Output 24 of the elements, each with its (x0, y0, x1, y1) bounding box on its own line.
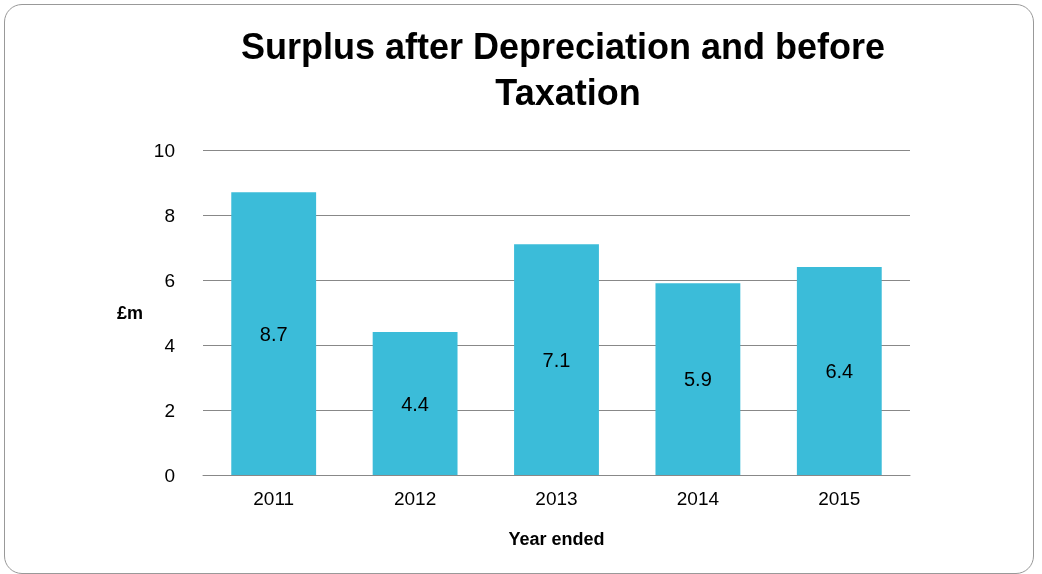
data-label: 5.9 (683, 368, 712, 391)
bar (372, 332, 458, 475)
y-tick-label: 10 (153, 139, 175, 161)
x-axis-title: Year ended (508, 529, 605, 549)
bar (231, 192, 317, 475)
data-label: 7.1 (542, 348, 571, 371)
bar (655, 283, 741, 475)
data-label: 6.4 (825, 360, 854, 382)
y-tick-label: 8 (164, 204, 175, 226)
x-tick-label: 2012 (393, 488, 437, 509)
x-tick-label: 2013 (535, 488, 578, 509)
bar (796, 267, 882, 475)
y-tick-label: 2 (164, 399, 175, 421)
chart-title: Surplus after Depreciation and before Taxation (240, 25, 896, 113)
y-tick-label: 6 (164, 269, 175, 291)
y-tick-label: 4 (164, 334, 176, 356)
x-tick-label: 2015 (818, 488, 861, 509)
data-label: 4.4 (401, 392, 430, 415)
x-tick-label: 2011 (253, 488, 295, 509)
y-tick-label: 0 (164, 464, 175, 486)
data-label: 8.7 (259, 322, 288, 345)
x-tick-label: 2014 (676, 488, 720, 509)
bar (514, 244, 599, 475)
y-axis-title: £m (116, 302, 143, 323)
